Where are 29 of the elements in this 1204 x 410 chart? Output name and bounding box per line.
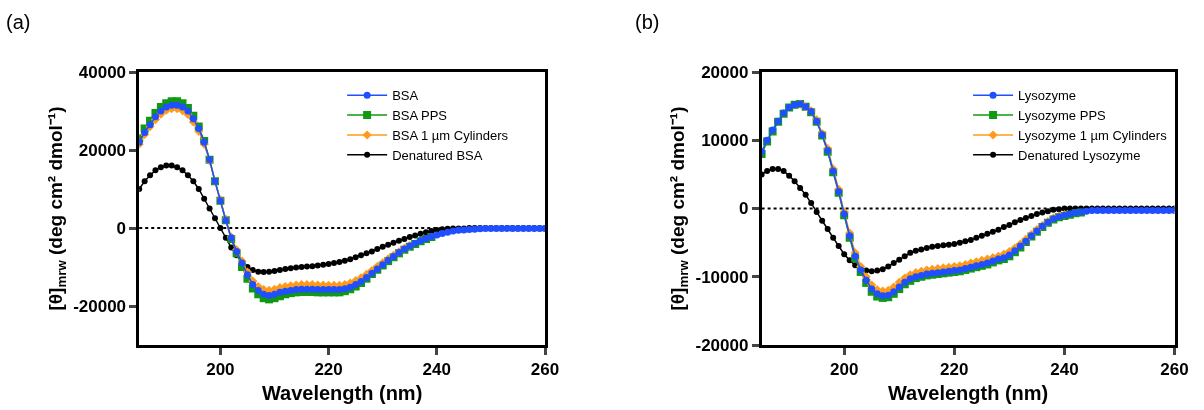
x-tick-label: 260	[1160, 360, 1189, 380]
legend-label: Lysozyme 1 µm Cylinders	[1018, 128, 1168, 144]
chart-title: (b)	[635, 11, 660, 33]
x-tick-label: 240	[1050, 360, 1079, 380]
legend-label: Lysozyme	[1018, 88, 1077, 104]
y-tick-label: 20000	[78, 140, 127, 160]
y-tick-label: 20000	[701, 62, 749, 82]
x-tick-label: 220	[314, 360, 343, 380]
legend-label: Denatured BSA	[392, 147, 483, 163]
x-axis-title: Wavelength (nm)	[887, 381, 1049, 404]
legend-label: BSA	[392, 88, 419, 104]
y-tick-label: 0	[116, 218, 127, 238]
x-tick-label: 220	[940, 360, 969, 380]
x-tick-label: 260	[530, 360, 560, 380]
chart-title: (a)	[6, 11, 31, 33]
x-tick-label: 200	[830, 360, 859, 380]
x-tick-label: 240	[422, 360, 451, 380]
y-tick-label: 40000	[78, 62, 127, 82]
y-tick-label: -10000	[695, 267, 749, 287]
y-tick-label: 10000	[701, 131, 749, 151]
legend-label: Denatured Lysozyme	[1018, 147, 1141, 163]
y-tick-label: -20000	[73, 296, 127, 316]
x-axis-title: Wavelength (nm)	[261, 381, 423, 404]
x-tick-label: 200	[206, 360, 235, 380]
legend-label: Lysozyme PPS	[1018, 108, 1107, 124]
y-tick-label: -20000	[695, 335, 749, 355]
y-tick-label: 0	[738, 199, 749, 219]
legend-label: BSA PPS	[392, 108, 448, 124]
legend-label: BSA 1 µm Cylinders	[392, 128, 509, 144]
